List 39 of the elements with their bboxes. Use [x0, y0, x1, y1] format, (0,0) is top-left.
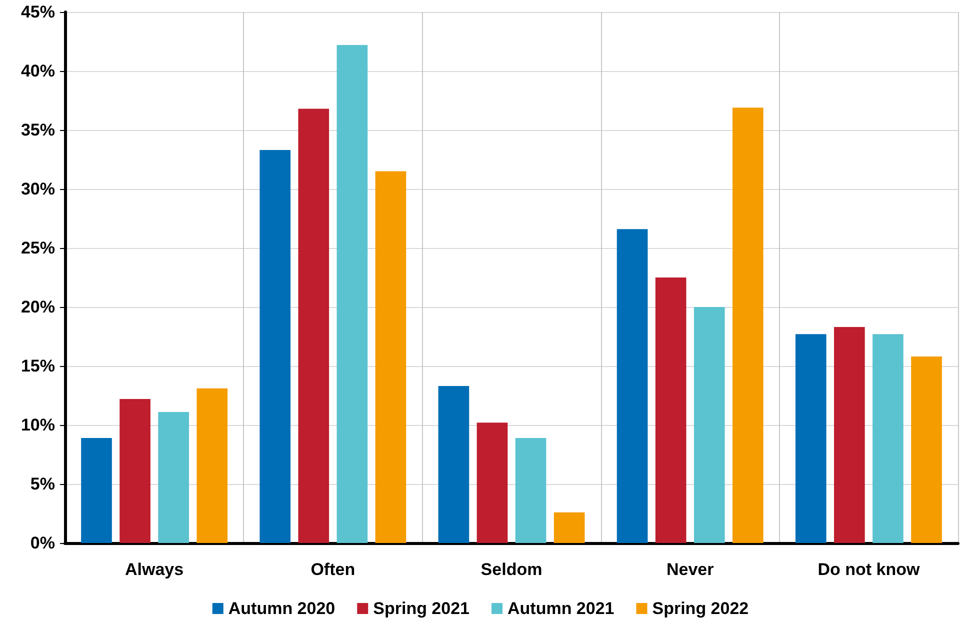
bar — [834, 327, 865, 543]
bar — [795, 334, 826, 543]
legend-label: Spring 2021 — [373, 599, 470, 618]
bar — [196, 388, 228, 543]
legend-label: Autumn 2020 — [228, 599, 336, 618]
x-tick-label: Often — [310, 560, 356, 579]
y-tick-label: 5% — [30, 474, 55, 494]
y-tick-label: 40% — [20, 62, 55, 80]
bar — [872, 334, 904, 543]
x-tick-label: Do not know — [818, 560, 920, 579]
legend-label: Autumn 2021 — [508, 599, 614, 618]
bar — [120, 399, 150, 543]
y-tick-label: 35% — [20, 120, 55, 140]
bar — [158, 412, 189, 543]
y-tick-label: 0% — [30, 534, 55, 552]
bar — [476, 422, 508, 543]
bar — [336, 45, 368, 543]
legend-label: Spring 2022 — [652, 599, 749, 618]
bar — [911, 356, 942, 543]
bar — [694, 307, 725, 543]
bar — [732, 108, 764, 543]
bar — [298, 108, 330, 543]
y-tick-label: 45% — [20, 2, 55, 22]
bar — [554, 512, 585, 543]
x-tick-label: Never — [666, 560, 714, 579]
y-tick-label: 25% — [20, 238, 55, 258]
bar — [260, 150, 291, 543]
y-tick-label: 10% — [20, 416, 55, 434]
bar — [375, 171, 406, 543]
x-tick-label: Seldom — [480, 560, 542, 579]
y-tick-label: 15% — [20, 356, 55, 376]
y-tick-label: 20% — [20, 298, 55, 316]
bar — [616, 229, 648, 543]
bar — [655, 278, 686, 543]
bar — [515, 438, 546, 543]
y-tick-label: 30% — [20, 180, 55, 198]
x-tick-label: Always — [125, 560, 184, 579]
bar — [438, 386, 470, 543]
bar — [81, 438, 112, 543]
